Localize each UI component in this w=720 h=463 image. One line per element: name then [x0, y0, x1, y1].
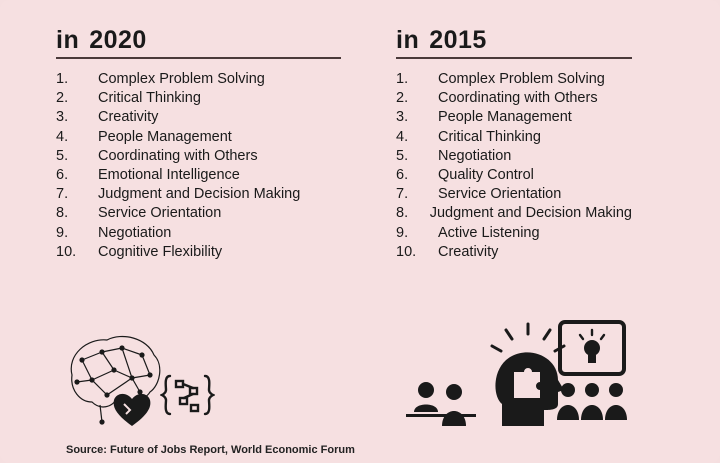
list-item: 3. Creativity	[56, 108, 341, 127]
item-number: 2.	[56, 90, 69, 107]
list-item: 2. Critical Thinking	[56, 89, 341, 108]
item-number: 5.	[396, 147, 409, 164]
item-label: Service Orientation	[98, 205, 222, 222]
item-label: Negotiation	[98, 224, 172, 241]
list-item: 7. Service Orientation	[396, 185, 632, 204]
list-item: 8. Judgment and Decision Making	[396, 204, 632, 223]
source-caption: Source: Future of Jobs Report, World Eco…	[66, 444, 355, 456]
column-2020: in 2020 1. Complex Problem Solving 2. Criti…	[56, 26, 341, 262]
list-item: 5. Negotiation	[396, 147, 632, 166]
item-number: 6.	[396, 166, 409, 183]
item-label: Judgment and Decision Making	[98, 186, 301, 203]
item-label: Coordinating with Others	[438, 90, 598, 107]
item-label: Complex Problem Solving	[98, 71, 265, 87]
item-label: Emotional Intelligence	[98, 166, 240, 183]
item-label: Coordinating with Others	[98, 147, 258, 164]
list-item: 3. People Management	[396, 108, 632, 127]
item-label: Service Orientation	[438, 186, 562, 203]
list-item: 9. Negotiation	[56, 224, 341, 243]
item-label: Creativity	[98, 109, 159, 126]
item-number: 10.	[56, 243, 77, 260]
item-number: 1.	[396, 71, 409, 87]
item-label: Negotiation	[438, 147, 512, 164]
lightbulb-screen-icon	[557, 320, 627, 420]
item-number: 7.	[396, 186, 409, 203]
item-number: 8.	[56, 205, 69, 222]
item-number: 4.	[396, 128, 409, 145]
list-item: 4. People Management	[56, 128, 341, 147]
list-item: 2. Coordinating with Others	[396, 89, 632, 108]
item-label: People Management	[438, 109, 572, 126]
skills-list: 1. Complex Problem Solving 2. Coordinating…	[396, 70, 632, 262]
item-number: 2.	[396, 90, 409, 107]
heart-icon	[113, 393, 151, 426]
code-braces-icon	[160, 374, 215, 416]
item-label: Cognitive Flexibility	[98, 243, 223, 260]
item-label: Quality Control	[438, 166, 534, 183]
item-number: 9.	[56, 224, 69, 241]
item-label: Complex Problem Solving	[438, 71, 605, 87]
item-number: 10.	[396, 243, 417, 260]
list-item: 10. Creativity	[396, 243, 632, 262]
list-item: 4. Critical Thinking	[396, 128, 632, 147]
heading-prefix: in	[56, 26, 80, 54]
item-number: 5.	[56, 147, 69, 164]
column-2015: in 2015 1. Complex Problem Solving 2. Coord…	[396, 26, 632, 262]
item-number: 3.	[396, 109, 409, 126]
item-label: Active Listening	[438, 224, 540, 241]
list-item: 6. Emotional Intelligence	[56, 166, 341, 185]
item-number: 4.	[56, 128, 69, 145]
item-number: 7.	[56, 186, 69, 203]
item-number: 3.	[56, 109, 69, 126]
item-label: Critical Thinking	[438, 128, 541, 145]
puzzle-head-icon	[490, 322, 566, 426]
heading-year: 2015	[429, 26, 487, 54]
heading-prefix: in	[396, 26, 420, 54]
presenter-audience-icon	[406, 382, 476, 426]
list-item: 6. Quality Control	[396, 166, 632, 185]
item-label: Judgment and Decision Making	[429, 205, 632, 222]
list-item: 10. Cognitive Flexibility	[56, 243, 341, 262]
list-item: 7. Judgment and Decision Making	[56, 185, 341, 204]
item-label: Creativity	[438, 243, 499, 260]
item-number: 9.	[396, 224, 409, 241]
list-item: 9. Active Listening	[396, 224, 632, 243]
list-item: 5. Coordinating with Others	[56, 147, 341, 166]
column-heading: in 2020	[56, 26, 341, 59]
item-label: People Management	[98, 128, 232, 145]
skills-list: 1. Complex Problem Solving 2. Critical Thi…	[56, 70, 341, 262]
heading-year: 2020	[89, 26, 147, 54]
column-heading: in 2015	[396, 26, 632, 59]
network-brain-icon	[70, 335, 161, 425]
item-number: 8.	[396, 205, 409, 222]
item-label: Critical Thinking	[98, 90, 201, 107]
list-item: 8. Service Orientation	[56, 204, 341, 223]
list-item: 1. Complex Problem Solving	[56, 70, 341, 89]
item-number: 1.	[56, 71, 69, 87]
list-item: 1. Complex Problem Solving	[396, 70, 632, 89]
item-number: 6.	[56, 166, 69, 183]
